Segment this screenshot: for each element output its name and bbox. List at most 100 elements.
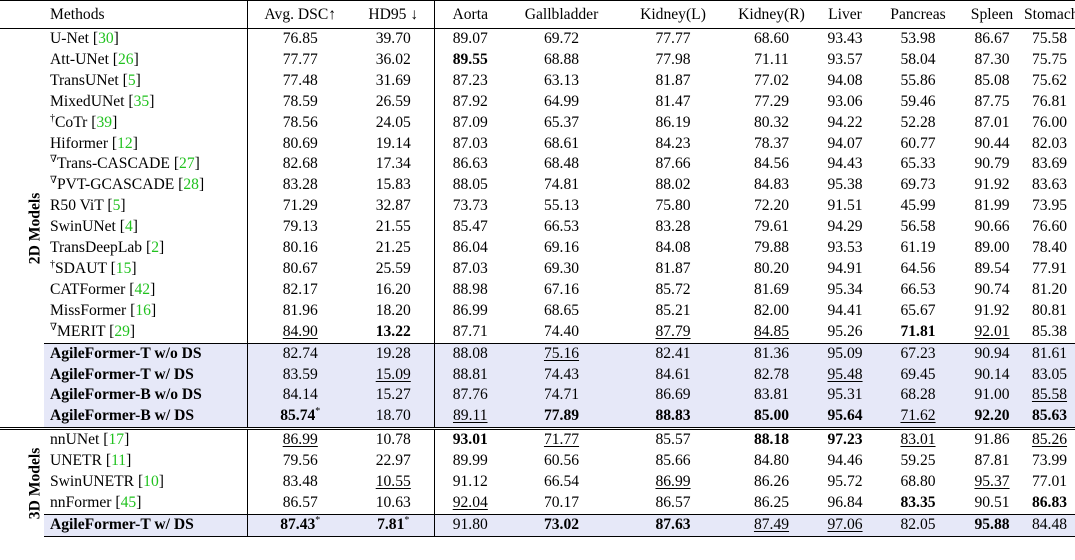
value-cell: 71.62 (876, 406, 960, 429)
value-cell: 58.04 (876, 50, 960, 71)
table-row: 2D Models U-Net [30] 76.85 39.70 89.07 69.72 7… (0, 27, 1075, 429)
value: 18.70 (375, 407, 411, 425)
value: 71.11 (754, 50, 789, 68)
value-cell: 94.41 (814, 301, 876, 322)
value: 89.99 (452, 452, 488, 470)
citation-link[interactable]: 5 (127, 71, 136, 89)
table-row: Hiformer [12] 80.69 19.14 87.03 68.61 84.23 78… (0, 133, 1075, 155)
value: 63.13 (543, 71, 580, 89)
value-cell: 68.60 (729, 27, 814, 50)
value: 86.99 (655, 473, 691, 491)
header-group-cell (0, 0, 44, 29)
citation-link[interactable]: 30 (98, 30, 114, 47)
table-row: ∇MERIT [29] 84.90 13.22 87.71 74.40 87.79 84.8… (0, 321, 1075, 344)
citation-link[interactable]: 27 (179, 155, 195, 173)
value: 85.08 (974, 71, 1010, 89)
value-cell: 10.55 (353, 472, 435, 493)
value-cell: 93.57 (814, 50, 876, 71)
value-cell: 75.16 (506, 342, 617, 365)
value-cell: 95.34 (814, 280, 876, 301)
citation-link[interactable]: 39 (96, 113, 113, 131)
value-cell: 63.13 (506, 71, 617, 92)
citation-link[interactable]: 16 (135, 301, 151, 319)
value: 75.75 (1031, 50, 1068, 68)
value: 66.53 (900, 280, 936, 298)
value: 89.00 (974, 239, 1010, 257)
value-cell: 87.81 (960, 451, 1024, 472)
header-methods: Methods (44, 0, 248, 29)
value: 64.99 (543, 92, 580, 110)
value: 74.81 (543, 176, 580, 194)
value: 95.37 (974, 473, 1010, 491)
citation-link[interactable]: 35 (133, 92, 150, 110)
value: 91.12 (452, 473, 488, 491)
citation-link[interactable]: 29 (114, 322, 130, 340)
citation-link[interactable]: 2 (151, 239, 159, 257)
method-cell: nnFormer [45] (44, 492, 248, 515)
method-cell: AgileFormer-T w/ DS (44, 513, 248, 537)
value: 84.83 (753, 176, 790, 194)
value-cell: 77.02 (729, 71, 814, 92)
table-row: TransUNet [5] 77.48 31.69 87.23 63.13 81.87 77… (0, 70, 1075, 92)
value: 78.56 (282, 113, 318, 131)
value: 10.63 (375, 493, 411, 511)
citation-link[interactable]: 11 (111, 452, 127, 470)
value-cell: 80.20 (729, 259, 814, 280)
value-cell: 89.55 (434, 50, 506, 71)
value-cell: 81.87 (617, 259, 729, 280)
value: 90.94 (974, 344, 1010, 362)
citation-link[interactable]: 42 (134, 280, 151, 298)
value-cell: 81.87 (617, 71, 729, 92)
method-name: nnFormer (50, 493, 112, 511)
value-cell: 65.37 (506, 113, 617, 134)
value: 67.23 (900, 344, 936, 362)
value: 84.90 (282, 322, 318, 340)
citation-link[interactable]: 4 (124, 218, 133, 236)
table-row: MissFormer [16] 81.96 18.20 86.99 68.65 85.21… (0, 300, 1075, 322)
value-cell: 95.72 (814, 472, 876, 493)
value-cell: 93.43 (814, 27, 876, 50)
method-name: AgileFormer-T w/o DS (50, 344, 202, 362)
value: 59.46 (900, 92, 936, 110)
value: 81.87 (655, 259, 691, 277)
citation-link[interactable]: 15 (115, 259, 132, 277)
value: 85.63 (1031, 407, 1068, 425)
value-cell: 81.36 (729, 342, 814, 365)
table-row: MixedUNet [35] 78.59 26.59 87.92 64.99 81.47 7… (0, 91, 1075, 113)
citation-link[interactable]: 5 (112, 197, 121, 215)
value: 76.81 (1031, 92, 1068, 110)
value-cell: 87.71 (434, 322, 506, 343)
citation-link[interactable]: 28 (183, 176, 199, 194)
value: 91.00 (974, 386, 1010, 404)
value-cell: 69.72 (506, 27, 617, 50)
value-cell: 82.00 (729, 301, 814, 322)
table-row: nnFormer [45] 86.57 10.63 92.04 70.17 86.57 86… (0, 492, 1075, 515)
value: 83.28 (655, 218, 691, 236)
value-cell: 88.18 (729, 427, 814, 452)
value-cell: 60.77 (876, 134, 960, 155)
value-cell: 53.98 (876, 27, 960, 50)
value: 95.09 (827, 344, 863, 362)
citation-link[interactable]: 17 (108, 431, 125, 449)
value-cell: 87.09 (434, 113, 506, 134)
value: 81.87 (655, 71, 691, 89)
citation-link[interactable]: 26 (118, 50, 134, 68)
value-cell: 84.56 (729, 154, 814, 175)
table-row: CATFormer [42] 82.17 16.20 88.98 67.16 85.72 8… (0, 279, 1075, 301)
value-cell: 87.23 (434, 71, 506, 92)
value: 87.63 (655, 515, 691, 533)
group-label: 3D Models (26, 447, 44, 519)
value-cell: 67.23 (876, 342, 960, 365)
value-cell: 84.90 (247, 322, 353, 343)
method-cell: †SDAUT [15] (44, 258, 248, 280)
value-cell: 75.62 (1024, 71, 1075, 92)
value: 78.37 (753, 134, 790, 152)
citation-link[interactable]: 10 (143, 473, 159, 491)
value-cell: 88.08 (434, 342, 506, 365)
citation-link[interactable]: 12 (117, 134, 133, 152)
value: 94.07 (827, 134, 863, 152)
value-cell: 69.73 (876, 175, 960, 196)
citation-link[interactable]: 45 (120, 493, 137, 511)
value-cell: 86.04 (434, 238, 506, 259)
value-cell: 87.49 (729, 513, 814, 537)
